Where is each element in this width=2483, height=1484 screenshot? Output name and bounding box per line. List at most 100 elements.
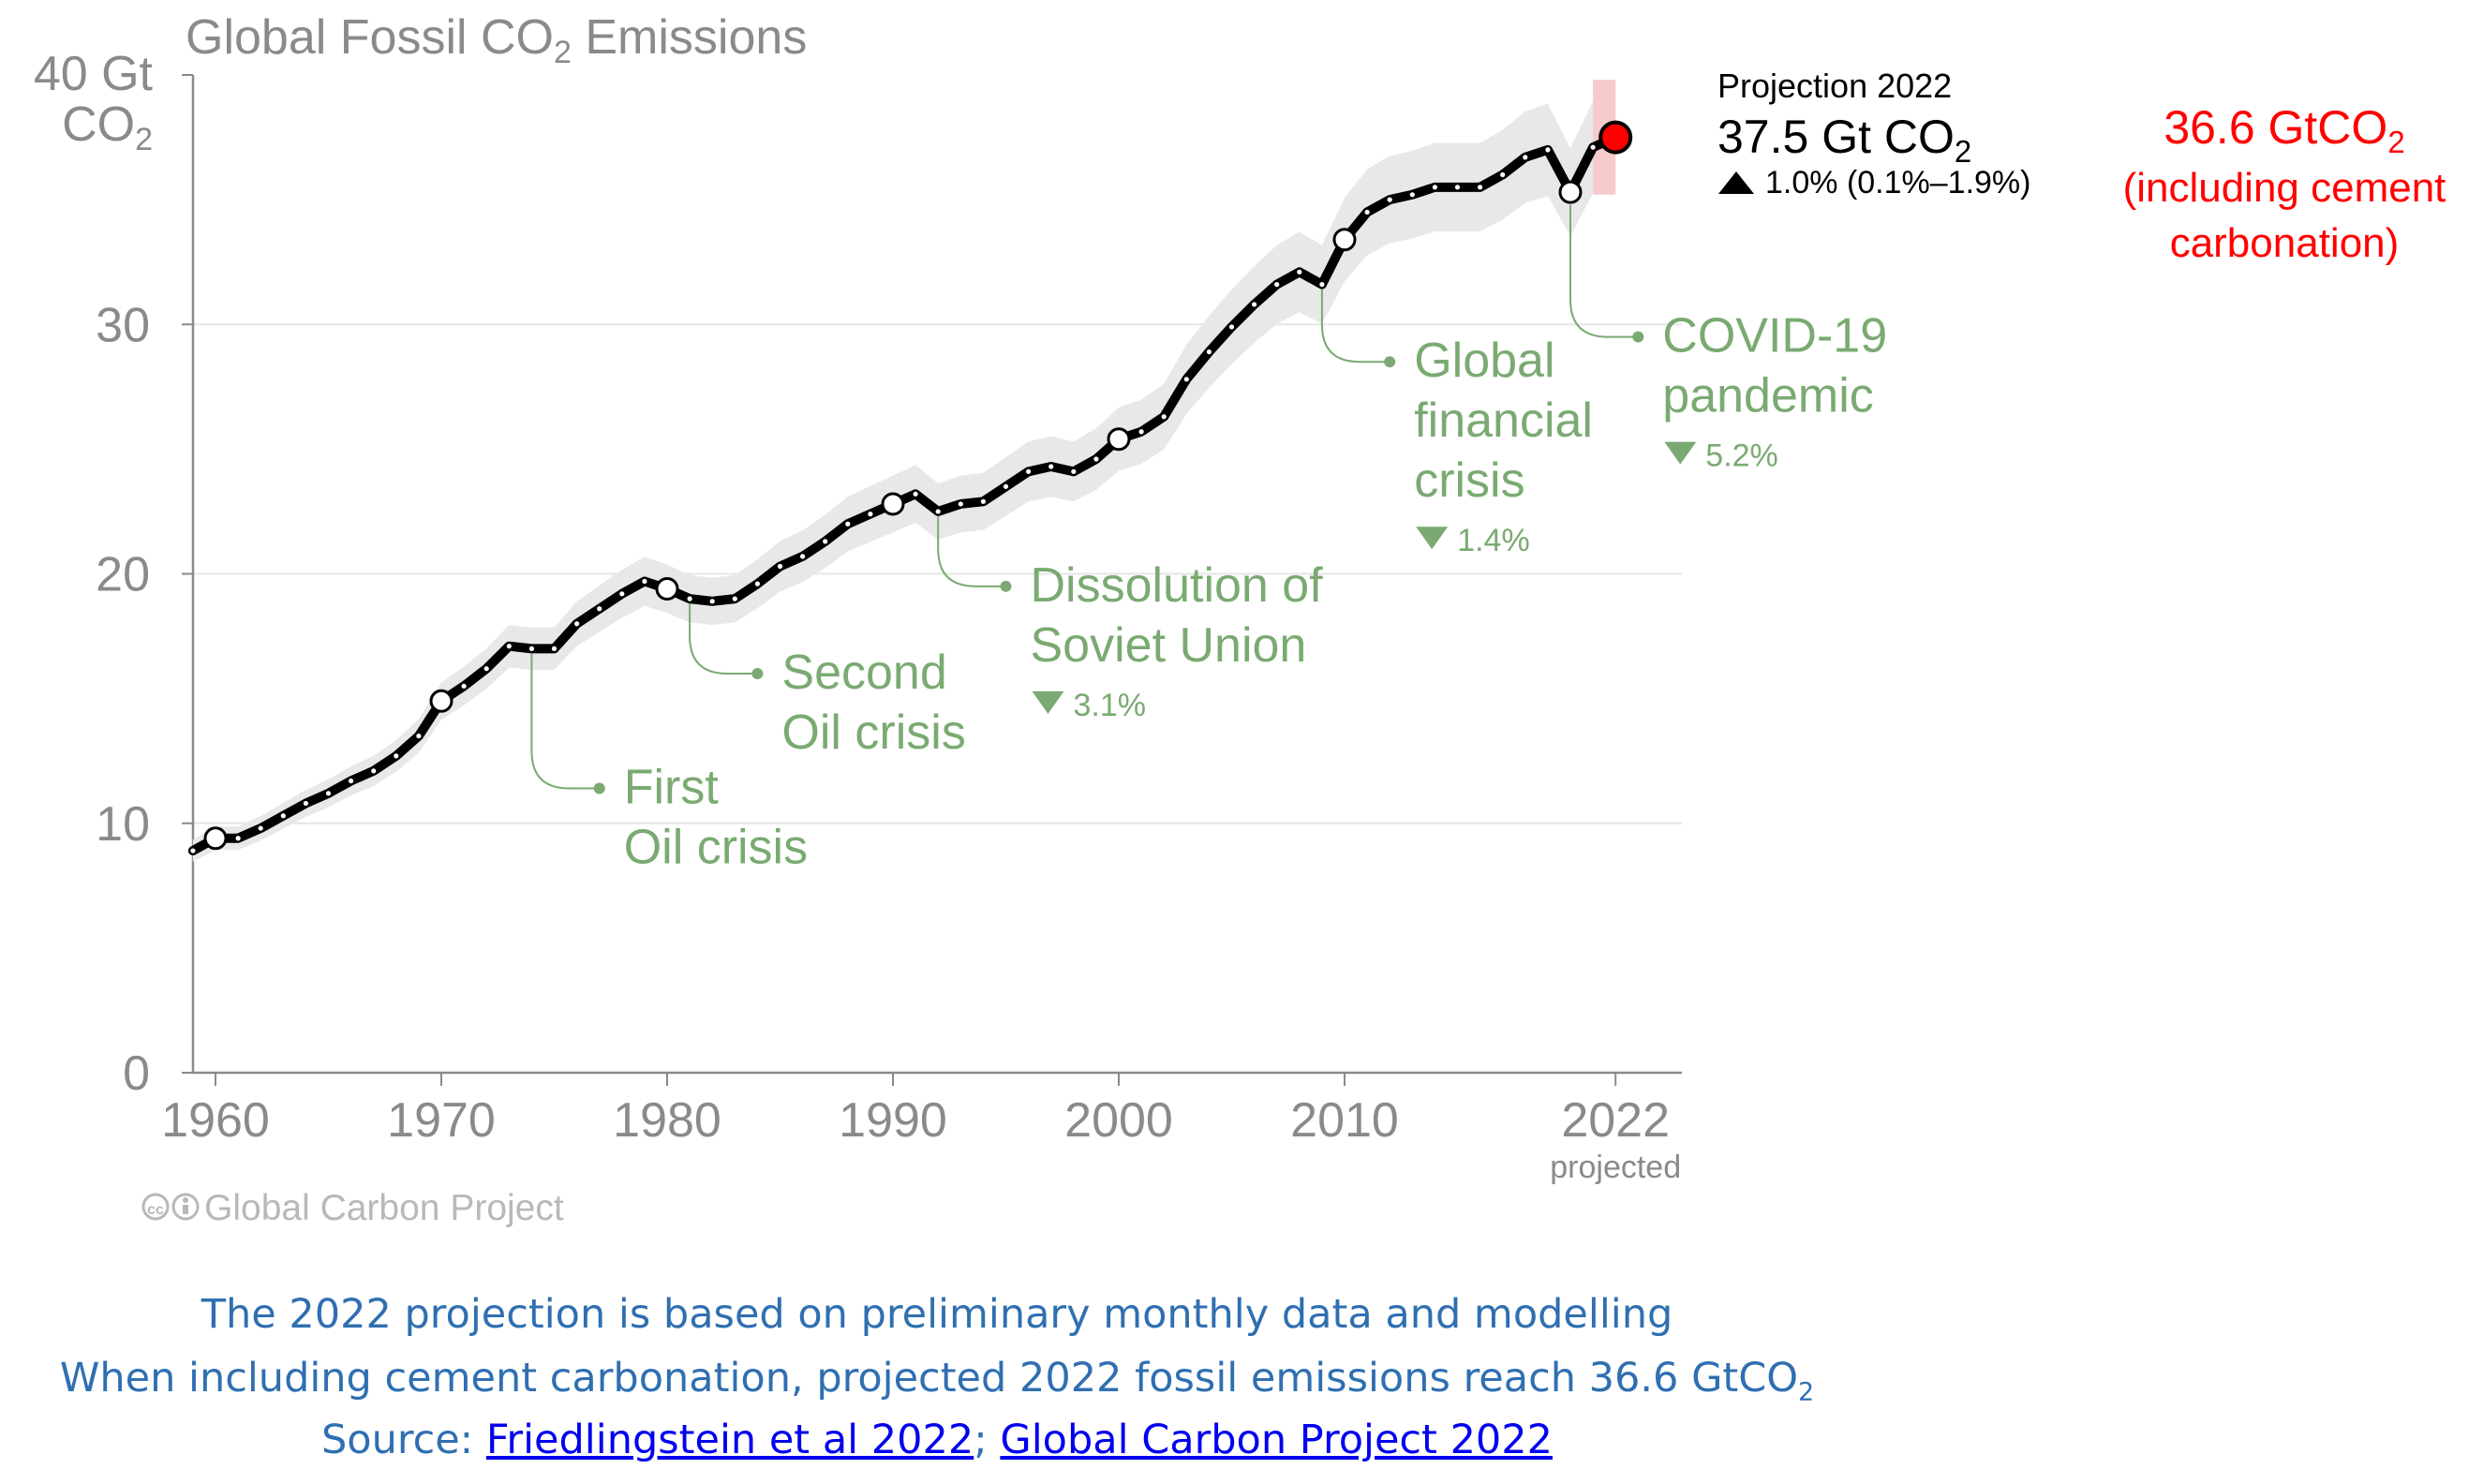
data-point-1971	[461, 683, 467, 689]
y-axis-unit-line2: CO2	[62, 97, 153, 157]
data-point-1994	[980, 498, 986, 504]
annotation-dot-4	[1632, 331, 1644, 343]
data-point-2008	[1297, 269, 1302, 275]
x-tick-label-1960: 1960	[161, 1093, 270, 1148]
data-point-2014	[1432, 185, 1437, 190]
by-icon	[171, 1193, 200, 1221]
projection-change: 1.0% (0.1%–1.9%)	[1765, 165, 2031, 200]
source-separator: ;	[974, 1417, 1001, 1463]
data-point-2006	[1252, 302, 1257, 307]
credit-text: Global Carbon Project	[204, 1188, 564, 1228]
decade-marker-1980	[655, 576, 679, 601]
data-point-1975	[551, 646, 558, 651]
decade-marker-1970	[429, 689, 453, 713]
annotation-label-4-1: pandemic	[1662, 369, 1873, 423]
source-link-gcp[interactable]: Global Carbon Project 2022	[1000, 1417, 1554, 1463]
svg-text:cc: cc	[147, 1202, 164, 1218]
data-point-1961	[235, 836, 241, 841]
data-point-1988	[845, 521, 851, 527]
annotation-label-0-0: First	[624, 760, 720, 814]
annotation-leader-3	[1320, 289, 1390, 364]
data-point-1969	[416, 733, 422, 739]
data-point-2007	[1274, 282, 1280, 288]
annotation-label-3-0: Global	[1414, 334, 1554, 388]
cement-note-line1: (including cement	[2123, 165, 2446, 211]
footer-line-2-text: When including cement carbonation, proje…	[59, 1355, 1799, 1402]
data-point-2019	[1545, 147, 1551, 153]
y-axis-unit-line1: 40 Gt	[34, 47, 154, 101]
data-point-1989	[868, 512, 873, 517]
decrease-triangle-icon	[1664, 441, 1697, 465]
annotation-label-0-1: Oil crisis	[624, 820, 808, 874]
emissions-line	[187, 132, 1621, 856]
decade-marker-1960	[203, 826, 228, 851]
annotation-label-4-0: COVID-19	[1662, 309, 1887, 364]
emissions-series	[187, 120, 1633, 856]
chart-title: Global Fossil CO2 Emissions	[186, 10, 807, 70]
cement-value: 36.6 GtCO2	[2163, 101, 2404, 159]
data-point-2004	[1206, 349, 1212, 355]
data-point-1977	[597, 606, 602, 612]
annotation-label-1-0: Second	[781, 646, 946, 700]
x-tick-label-2010: 2010	[1290, 1093, 1399, 1148]
y-tick-label-0: 0	[123, 1046, 150, 1101]
decrease-triangle-icon	[1032, 690, 1064, 714]
x-tick-note: projected	[1550, 1150, 1681, 1185]
gridlines	[193, 323, 1682, 824]
data-point-1966	[349, 778, 354, 784]
data-point-1976	[574, 621, 580, 627]
data-point-2015	[1454, 185, 1461, 190]
data-point-2002	[1161, 414, 1167, 420]
data-point-1999	[1093, 456, 1099, 462]
projection-value: 37.5 Gt CO2	[1717, 111, 1971, 169]
data-point-1979	[642, 578, 647, 585]
data-point-2012	[1387, 197, 1392, 202]
decrease-triangle-icon	[1416, 527, 1449, 550]
annotation-dot-1	[751, 668, 764, 679]
historical-uncertainty-band	[192, 100, 1594, 862]
decade-marker-2010	[1332, 228, 1357, 252]
data-point-1996	[1026, 468, 1032, 474]
data-point-1981	[687, 596, 692, 601]
data-point-1962	[258, 825, 263, 831]
source-link-friedlingstein[interactable]: Friedlingstein et al 2022	[485, 1417, 974, 1463]
annotation-label-1-1: Oil crisis	[781, 705, 965, 760]
x-tick-label-2022: 2022	[1561, 1093, 1670, 1148]
credit: cc Global Carbon Project	[141, 1188, 564, 1228]
data-point-1967	[371, 768, 377, 774]
annotation-change-4: 5.2%	[1705, 438, 1778, 474]
footer-line-2: When including cement carbonation, proje…	[0, 1355, 1874, 1407]
projection-title: Projection 2022	[1717, 67, 1952, 105]
y-tick-label-30: 30	[96, 298, 150, 352]
data-point-2009	[1319, 282, 1325, 288]
cement-note-line2: carbonation)	[2170, 220, 2400, 266]
data-point-1963	[280, 813, 286, 819]
emissions-chart: Global Fossil CO2 Emissions 40 Gt CO2 01…	[34, 10, 2446, 1228]
data-point-1986	[800, 554, 806, 559]
data-point-2017	[1500, 171, 1506, 178]
decade-marker-2020	[1558, 180, 1583, 204]
annotation-label-3-1: financial	[1414, 393, 1593, 448]
y-tick-label-20: 20	[96, 548, 150, 602]
data-point-1992	[935, 509, 941, 514]
data-point-1998	[1071, 468, 1077, 474]
x-tick-label-1980: 1980	[613, 1093, 721, 1148]
data-point-1978	[619, 591, 625, 597]
data-point-2021	[1590, 144, 1596, 150]
data-point-2016	[1478, 185, 1483, 190]
axes: 0 10 20 30 1960 1970 1980 1990 2000 2010 2022proje…	[96, 74, 1682, 1185]
decade-marker-1990	[881, 492, 905, 516]
data-point-1973	[506, 644, 512, 649]
data-point-2011	[1364, 209, 1370, 215]
footer-line-1: The 2022 projection is based on prelimin…	[201, 1291, 1673, 1338]
annotation-label-3-2: crisis	[1414, 453, 1524, 508]
data-point-1995	[1003, 483, 1009, 489]
data-point-1982	[709, 599, 715, 604]
data-point-1974	[528, 646, 535, 651]
data-point-1987	[823, 539, 828, 544]
data-point-1984	[754, 581, 761, 586]
annotation-change-2: 3.1%	[1074, 688, 1147, 723]
data-point-2001	[1138, 429, 1144, 435]
annotation-leader-2	[937, 516, 1006, 587]
